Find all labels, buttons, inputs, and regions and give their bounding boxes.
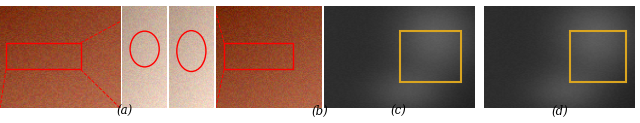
Text: (a): (a) xyxy=(116,105,133,118)
Bar xyxy=(570,31,626,82)
Text: (d): (d) xyxy=(552,105,568,118)
Text: (c): (c) xyxy=(390,105,406,118)
Bar xyxy=(6,43,81,69)
Bar xyxy=(399,31,461,82)
Bar xyxy=(224,43,292,69)
Text: (b): (b) xyxy=(312,105,328,118)
